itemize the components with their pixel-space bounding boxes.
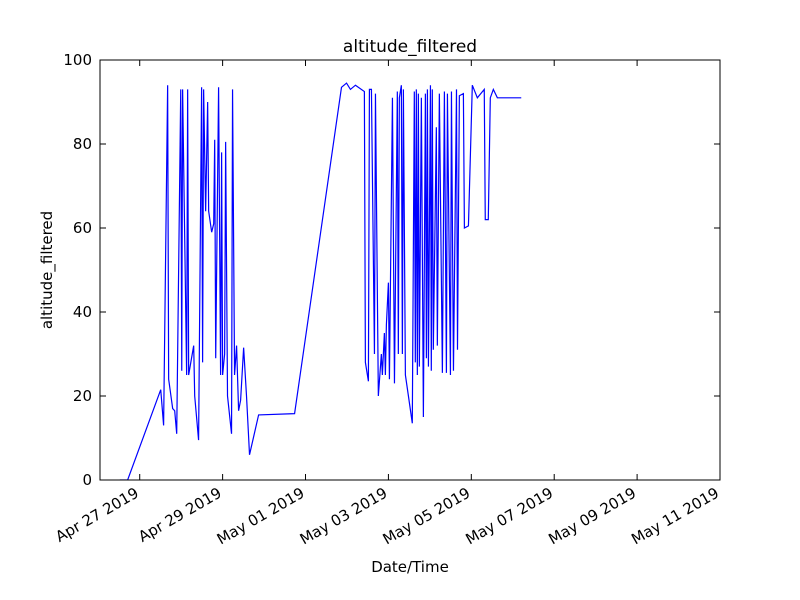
data-line [119, 82, 522, 480]
y-tick-label: 80 [73, 135, 92, 153]
x-axis-label: Date/Time [371, 558, 449, 576]
plot-frame [99, 59, 721, 481]
y-axis-label: altitude_filtered [38, 211, 57, 329]
y-tick-label: 20 [73, 387, 92, 405]
y-tick-label: 0 [82, 471, 92, 489]
chart-title: altitude_filtered [343, 37, 477, 57]
y-tick-label: 40 [73, 303, 92, 321]
y-tick-label: 100 [63, 51, 92, 69]
y-tick-label: 60 [73, 219, 92, 237]
